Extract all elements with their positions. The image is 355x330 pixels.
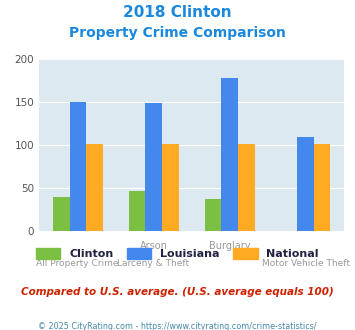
- Bar: [53, 197, 70, 231]
- Bar: [86, 144, 103, 231]
- Bar: [221, 78, 238, 231]
- Bar: [70, 102, 86, 231]
- Text: All Property Crime: All Property Crime: [36, 259, 119, 268]
- Bar: [162, 144, 179, 231]
- Text: Motor Vehicle Theft: Motor Vehicle Theft: [262, 259, 350, 268]
- Legend: Clinton, Louisiana, National: Clinton, Louisiana, National: [32, 244, 323, 263]
- Bar: [297, 138, 314, 231]
- Bar: [314, 144, 331, 231]
- Bar: [129, 191, 146, 231]
- Text: Burglary: Burglary: [209, 241, 251, 251]
- Bar: [204, 199, 221, 231]
- Text: Larceny & Theft: Larceny & Theft: [118, 259, 190, 268]
- Text: Arson: Arson: [140, 241, 168, 251]
- Bar: [146, 103, 162, 231]
- Bar: [238, 144, 255, 231]
- Text: 2018 Clinton: 2018 Clinton: [123, 5, 232, 20]
- Text: Compared to U.S. average. (U.S. average equals 100): Compared to U.S. average. (U.S. average …: [21, 287, 334, 297]
- Text: © 2025 CityRating.com - https://www.cityrating.com/crime-statistics/: © 2025 CityRating.com - https://www.city…: [38, 322, 317, 330]
- Text: Property Crime Comparison: Property Crime Comparison: [69, 26, 286, 40]
